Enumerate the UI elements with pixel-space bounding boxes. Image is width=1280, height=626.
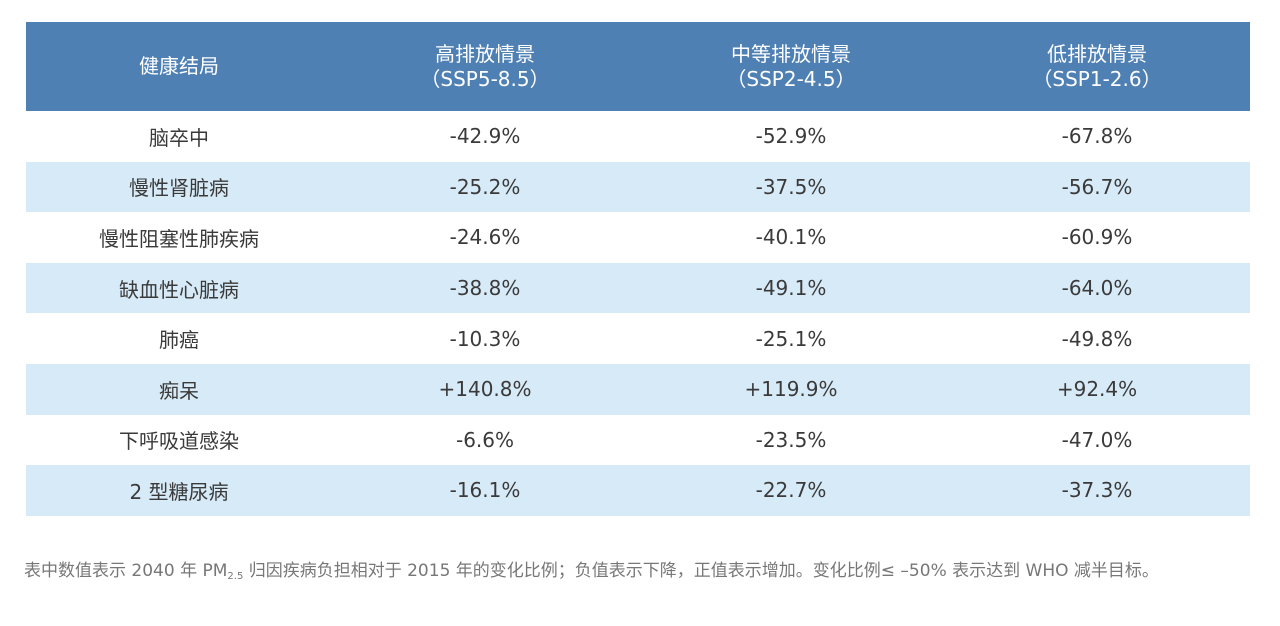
header-low-emission: 低排放情景 （SSP1-2.6） (944, 22, 1250, 111)
outcome-cell: 2 型糖尿病 (26, 465, 332, 516)
header-scenario-code: （SSP2-4.5） (726, 66, 856, 91)
value-cell-medium: -40.1% (638, 212, 944, 263)
footnote-text-end: 归因疾病负担相对于 2015 年的变化比例；负值表示下降，正值表示增加。变化比例… (243, 561, 1159, 581)
value-cell-high: -10.3% (332, 313, 638, 364)
table-row: 慢性肾脏病 -25.2% -37.5% -56.7% (26, 161, 1250, 213)
table-row: 慢性阻塞性肺疾病 -24.6% -40.1% -60.9% (26, 212, 1250, 263)
header-label: 中等排放情景 (731, 41, 851, 66)
health-outcomes-table: 健康结局 高排放情景 （SSP5-8.5） 中等排放情景 （SSP2-4.5） … (26, 22, 1250, 516)
value-cell-high: -16.1% (332, 465, 638, 516)
value-cell-medium: -52.9% (638, 111, 944, 162)
value-cell-medium: -25.1% (638, 313, 944, 364)
value-cell-medium: -22.7% (638, 465, 944, 516)
value-cell-low: -56.7% (944, 161, 1250, 213)
value-cell-high: +140.8% (332, 363, 638, 415)
outcome-cell: 慢性阻塞性肺疾病 (26, 212, 332, 263)
results-table-container: 健康结局 高排放情景 （SSP5-8.5） 中等排放情景 （SSP2-4.5） … (26, 22, 1250, 516)
outcome-cell: 慢性肾脏病 (26, 161, 332, 213)
value-cell-low: -60.9% (944, 212, 1250, 263)
table-header: 健康结局 高排放情景 （SSP5-8.5） 中等排放情景 （SSP2-4.5） … (26, 22, 1250, 111)
value-cell-low: -37.3% (944, 465, 1250, 516)
value-cell-medium: -49.1% (638, 262, 944, 314)
header-label: 高排放情景 (435, 41, 535, 66)
value-cell-low: -67.8% (944, 111, 1250, 162)
value-cell-high: -24.6% (332, 212, 638, 263)
value-cell-high: -38.8% (332, 262, 638, 314)
header-high-emission: 高排放情景 （SSP5-8.5） (332, 22, 638, 111)
value-cell-low: +92.4% (944, 363, 1250, 415)
header-label: 低排放情景 (1047, 41, 1147, 66)
outcome-cell: 下呼吸道感染 (26, 414, 332, 466)
table-row: 2 型糖尿病 -16.1% -22.7% -37.3% (26, 465, 1250, 516)
table-row: 下呼吸道感染 -6.6% -23.5% -47.0% (26, 414, 1250, 466)
header-medium-emission: 中等排放情景 （SSP2-4.5） (638, 22, 944, 111)
value-cell-high: -6.6% (332, 414, 638, 466)
header-scenario-code: （SSP5-8.5） (420, 66, 550, 91)
outcome-cell: 脑卒中 (26, 111, 332, 162)
value-cell-low: -47.0% (944, 414, 1250, 466)
table-row: 痴呆 +140.8% +119.9% +92.4% (26, 363, 1250, 415)
table-row: 脑卒中 -42.9% -52.9% -67.8% (26, 111, 1250, 162)
table-footnote: 表中数值表示 2040 年 PM2.5 归因疾病负担相对于 2015 年的变化比… (24, 554, 1260, 594)
table-body: 脑卒中 -42.9% -52.9% -67.8% 慢性肾脏病 -25.2% -3… (26, 111, 1250, 516)
value-cell-high: -25.2% (332, 161, 638, 213)
header-scenario-code: （SSP1-2.6） (1032, 66, 1162, 91)
value-cell-medium: +119.9% (638, 363, 944, 415)
value-cell-medium: -37.5% (638, 161, 944, 213)
value-cell-medium: -23.5% (638, 414, 944, 466)
outcome-cell: 缺血性心脏病 (26, 262, 332, 314)
outcome-cell: 肺癌 (26, 313, 332, 364)
outcome-cell: 痴呆 (26, 363, 332, 415)
table-row: 肺癌 -10.3% -25.1% -49.8% (26, 313, 1250, 364)
header-row: 健康结局 高排放情景 （SSP5-8.5） 中等排放情景 （SSP2-4.5） … (26, 22, 1250, 111)
table-row: 缺血性心脏病 -38.8% -49.1% -64.0% (26, 262, 1250, 314)
value-cell-low: -64.0% (944, 262, 1250, 314)
value-cell-low: -49.8% (944, 313, 1250, 364)
footnote-text-start: 表中数值表示 2040 年 PM (24, 561, 228, 581)
header-label: 健康结局 (139, 54, 219, 78)
header-health-outcome: 健康结局 (26, 22, 332, 111)
value-cell-high: -42.9% (332, 111, 638, 162)
footnote-subscript: 2.5 (227, 571, 244, 582)
